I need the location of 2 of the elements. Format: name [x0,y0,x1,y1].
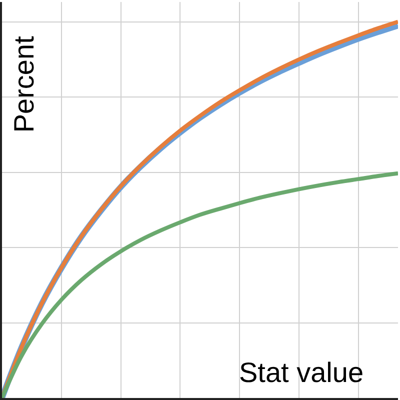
x-axis-title: Stat value [239,357,364,388]
y-axis-title: Percent [8,36,40,133]
